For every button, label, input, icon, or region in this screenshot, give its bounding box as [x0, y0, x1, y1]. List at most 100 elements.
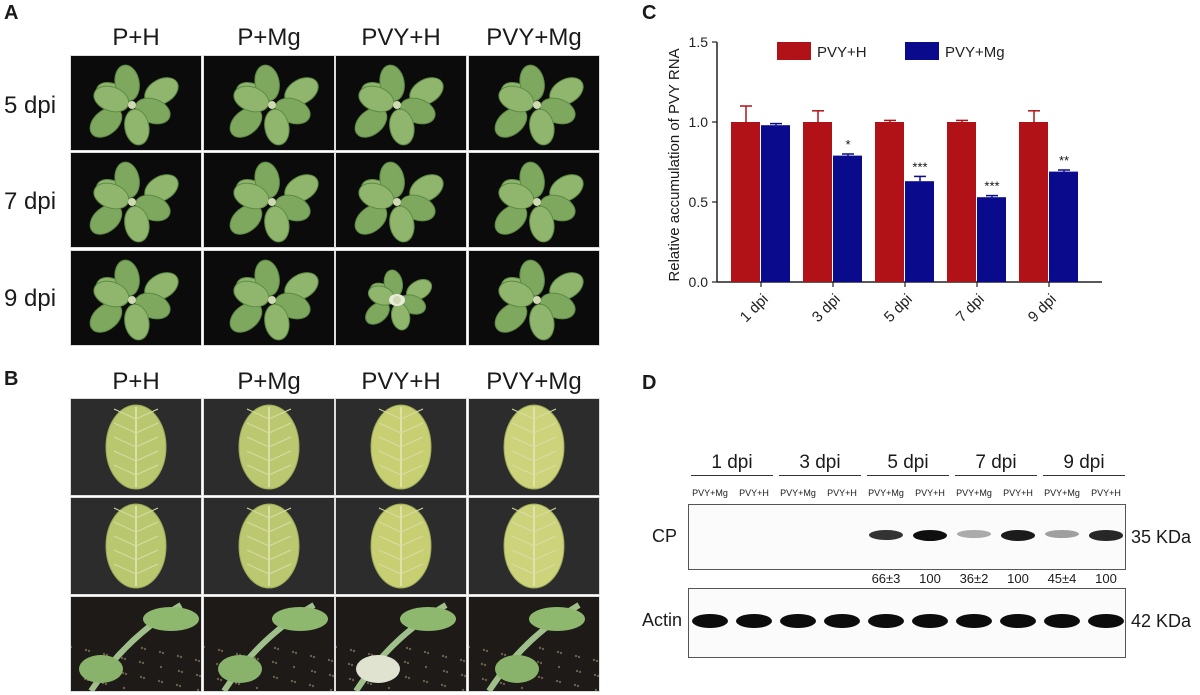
chart-y-tick-label: 1.0 — [689, 114, 709, 130]
soil-speck-shape — [460, 673, 464, 677]
actin-band — [736, 614, 772, 628]
cp-quant-label: 36±2 — [959, 571, 989, 586]
cp-size-label: 35 KDa — [1131, 527, 1192, 547]
blot-lane-label: PVY+Mg — [692, 488, 728, 498]
panel-b-plant-closeup-photo — [468, 596, 600, 692]
plant-center-shape — [533, 296, 541, 304]
leaf-vein-shape — [113, 521, 137, 533]
chart-x-tick-label: 1 dpi — [737, 291, 772, 326]
actin-band — [956, 614, 992, 628]
chart-bar — [1049, 171, 1078, 282]
leaf-vein-shape — [533, 422, 557, 434]
plant-center-shape — [533, 198, 541, 206]
leaf-vein-shape — [246, 408, 270, 420]
soil-speck-shape — [331, 674, 334, 678]
soil-speck-shape — [142, 676, 146, 680]
leaf-vein-shape — [400, 507, 424, 519]
soil-speck-shape — [84, 648, 88, 652]
cp-row-label: CP — [652, 526, 678, 546]
leaf-shape — [143, 607, 199, 631]
soil-speck-shape — [592, 658, 596, 662]
leaf-vein-shape — [378, 450, 402, 462]
soil-speck-shape — [292, 665, 296, 669]
soil-speck-shape — [143, 647, 147, 651]
panel-label-a: A — [4, 2, 19, 24]
leaf-shape — [264, 108, 290, 146]
leaf-vein-shape — [246, 464, 270, 476]
leaf-vein-shape — [268, 563, 292, 575]
panel-b-leaf-photo — [335, 497, 467, 595]
soil-speck-shape — [573, 683, 577, 687]
soil-speck-shape — [294, 651, 298, 655]
panel-a-plant-photo — [203, 55, 335, 151]
soil-speck-shape — [480, 662, 484, 666]
chart-x-tick-label: 7 dpi — [953, 291, 988, 326]
soil-speck-shape — [290, 679, 294, 683]
leaf-vein-shape — [378, 549, 402, 561]
panel-b-leaf-photo — [203, 497, 335, 595]
leaf-vein-shape — [533, 507, 557, 519]
blot-timepoint-label: 1 dpi — [711, 452, 753, 473]
soil-speck-shape — [539, 661, 543, 665]
soil-speck-shape — [366, 681, 370, 685]
blot-timepoint-label: 5 dpi — [887, 452, 929, 473]
soil-speck-shape — [595, 659, 599, 663]
soil-speck-shape — [423, 650, 427, 654]
blot-timepoint-label: 7 dpi — [975, 452, 1017, 473]
plant-center-shape — [128, 101, 136, 109]
soil-speck-shape — [330, 659, 334, 663]
soil-speck-shape — [195, 673, 199, 677]
soil-speck-shape — [291, 650, 295, 654]
soil-speck-shape — [541, 647, 545, 651]
leaf-shape — [389, 108, 415, 146]
panel-a-col-pvyh: PVY+H — [361, 24, 441, 51]
leaf-vein-shape — [400, 408, 424, 420]
cp-band — [957, 530, 991, 538]
leaf-vein-shape — [268, 464, 292, 476]
leaf-vein-shape — [246, 535, 270, 547]
chart-bar — [875, 122, 904, 282]
soil-speck-shape — [483, 663, 487, 667]
soil-speck-shape — [180, 670, 184, 674]
leaf-shape — [264, 205, 290, 243]
soil-speck-shape — [403, 660, 407, 664]
chart-bar — [977, 197, 1006, 282]
soil-speck-shape — [216, 677, 220, 681]
panel-b-leaf-photo — [468, 398, 600, 496]
soil-speck-shape — [178, 684, 182, 688]
leaf-vein-shape — [246, 422, 270, 434]
soil-speck-shape — [367, 652, 371, 656]
soil-speck-shape — [237, 682, 241, 686]
leaf-vein-shape — [113, 464, 137, 476]
panel-label-d: D — [642, 372, 657, 394]
soil-speck-shape — [555, 679, 559, 683]
chart-legend-swatch — [777, 42, 811, 60]
soil-speck-shape — [576, 684, 580, 688]
leaf-vein-shape — [268, 422, 292, 434]
soil-speck-shape — [124, 672, 128, 676]
leaf-vein-shape — [400, 450, 424, 462]
leaf-vein-shape — [511, 563, 535, 575]
plant-center-shape — [268, 296, 276, 304]
actin-band — [912, 614, 948, 628]
leaf-vein-shape — [533, 436, 557, 448]
soil-speck-shape — [160, 680, 164, 684]
blot-lane-label: PVY+H — [739, 488, 769, 498]
cp-band — [1089, 530, 1123, 541]
leaf-vein-shape — [135, 464, 159, 476]
actin-band — [1000, 614, 1036, 628]
cp-quant-label: 66±3 — [871, 571, 901, 586]
leaf-vein-shape — [400, 521, 424, 533]
blot-lane-label: PVY+H — [915, 488, 945, 498]
blot-lane-label: PVY+Mg — [868, 488, 904, 498]
plant-center-shape — [128, 296, 136, 304]
chart-y-axis-label: Relative accumulation of PVY RNA — [666, 48, 683, 281]
leaf-shape — [79, 655, 123, 683]
soil-speck-shape — [102, 652, 106, 656]
soil-speck-shape — [328, 673, 332, 677]
panel-b-leaf-photo — [335, 398, 467, 496]
leaf-vein-shape — [113, 507, 137, 519]
soil-speck-shape — [161, 651, 165, 655]
soil-speck-shape — [469, 645, 471, 649]
soil-speck-shape — [440, 683, 444, 687]
